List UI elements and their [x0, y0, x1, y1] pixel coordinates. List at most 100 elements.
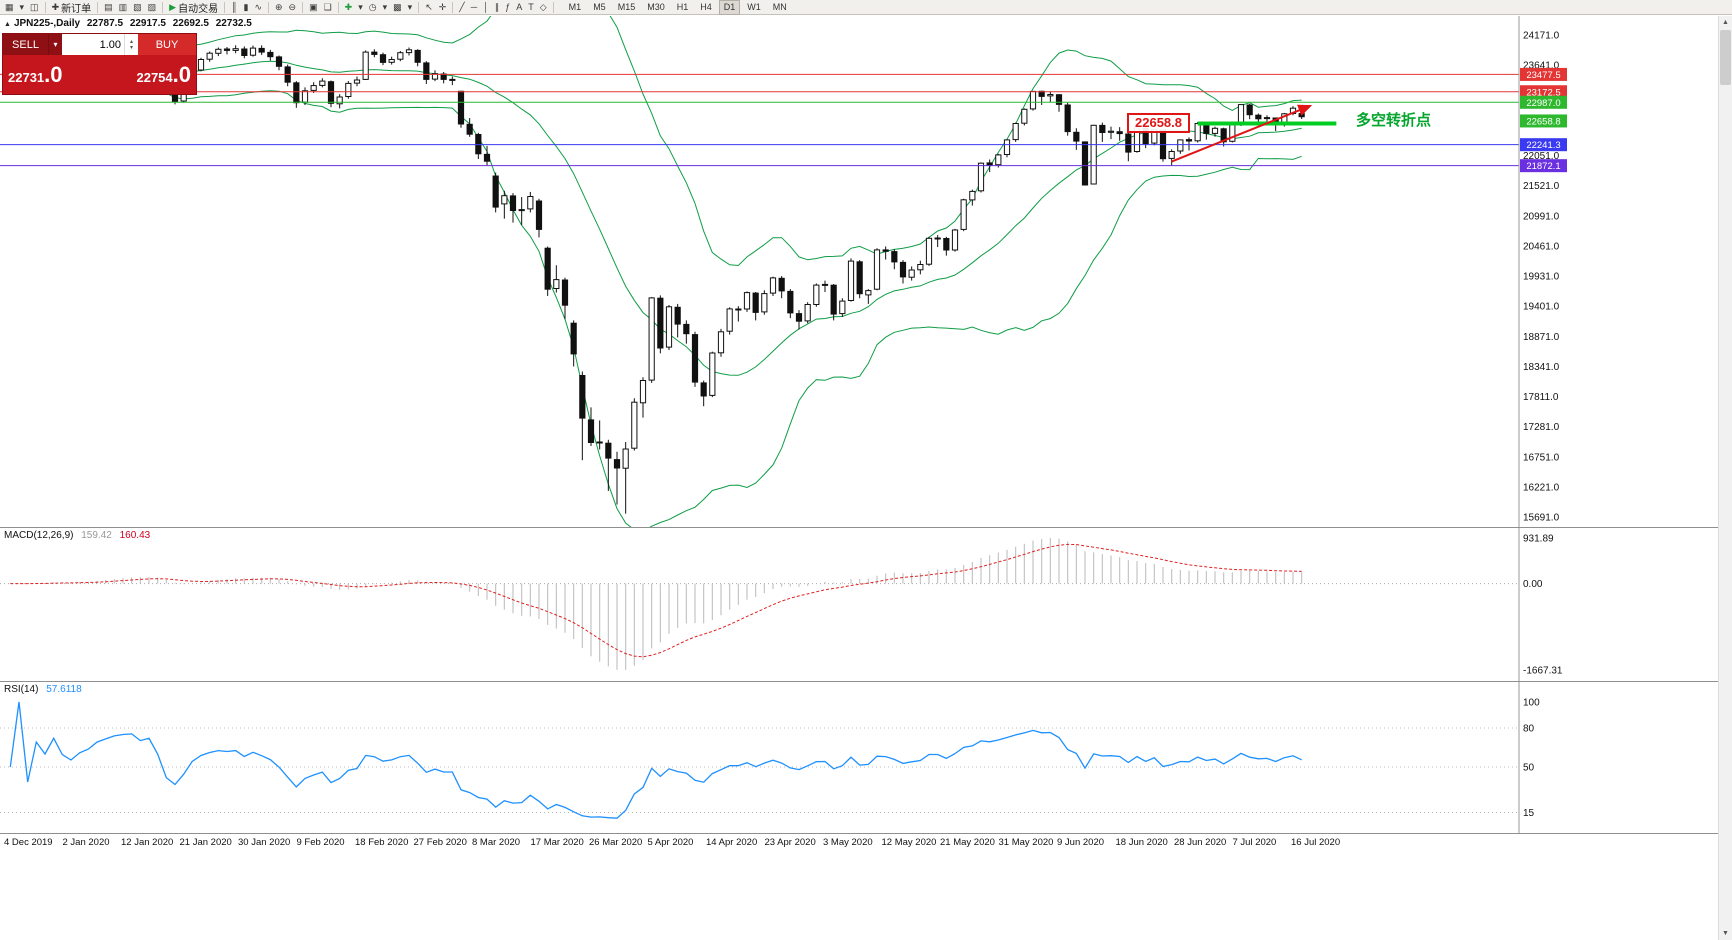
price-axis-label: 20991.0	[1523, 211, 1560, 222]
price-callout-box[interactable]: 22658.8	[1127, 113, 1190, 133]
sell-dropdown-icon[interactable]: ▾	[48, 34, 62, 55]
ohlc-high: 22917.5	[129, 18, 166, 29]
trendline-icon[interactable]: ╱	[457, 1, 466, 14]
auto-trading-button-glyph: ▶	[169, 1, 177, 12]
date-axis-label: 31 May 2020	[998, 837, 1054, 848]
vertical-line-icon[interactable]: │	[481, 1, 491, 14]
new-chart-icon[interactable]: ▦	[3, 1, 16, 14]
new-order-button-glyph: ✚	[51, 1, 60, 12]
timeframe-d1-button[interactable]: D1	[718, 0, 741, 15]
macd-value-main: 159.42	[81, 530, 112, 541]
trendline-icon-glyph: ╱	[459, 1, 465, 12]
chart-list-dropdown-icon[interactable]: ▾	[18, 1, 27, 14]
timeframe-w1-button[interactable]: W1	[747, 1, 761, 12]
price-axis-label: 18341.0	[1523, 362, 1560, 373]
volume-stepper[interactable]: ▴ ▾	[124, 34, 138, 55]
toolbar-buttons: ▦ ▾ ◫ ✚ 新订单 ▤ ▥ ▧ ▨ ▶ 自动交易 ║ ▮ ∿ ⊕ ⊖ ▣ ❏ ✚ ▾ ◷ ▾ ▩ ▾ ↖ ✛ ╱ ─ │ ∥ ƒ A T ◇	[2, 0, 557, 15]
price-axis-highlight	[1520, 67, 1567, 81]
vertical-line-icon-glyph: │	[483, 1, 489, 12]
timeframe-m15-button[interactable]: M15	[617, 1, 636, 12]
date-axis-label: 8 Mar 2020	[472, 837, 521, 848]
timeframe-m30-button[interactable]: M30	[647, 1, 665, 12]
sell-price[interactable]: 22731.0	[8, 62, 63, 88]
tile-windows-icon-glyph: ▣	[309, 1, 318, 12]
scrollbar[interactable]: ▲ ▼	[1718, 16, 1732, 940]
scrollbar-up-button[interactable]: ▲	[1722, 19, 1729, 26]
scrollbar-thumb[interactable]	[1720, 30, 1731, 85]
horizontal-line-icon[interactable]: ─	[469, 1, 479, 14]
date-axis-label: 30 Jan 2020	[238, 837, 291, 848]
price-axis-highlight	[1520, 114, 1567, 128]
shapes-icon[interactable]: ◇	[538, 1, 549, 14]
cursor-icon[interactable]: ↖	[423, 1, 435, 14]
volume-down-icon[interactable]: ▾	[129, 44, 133, 51]
sell-price-main: 22731	[8, 69, 45, 85]
templates-icon[interactable]: ▩	[391, 1, 404, 14]
templates-dropdown-icon[interactable]: ▾	[406, 1, 415, 14]
rsi-axis-label: 80	[1523, 724, 1535, 735]
timeframe-toolbar: M1 M5 M15 M30 H1 H4 D1 W1 MN	[563, 0, 793, 15]
data-window-icon[interactable]: ▥	[117, 1, 130, 14]
volume-up-icon[interactable]: ▴	[129, 38, 133, 45]
timeframe-m1-button[interactable]: M1	[568, 1, 582, 12]
text-label-icon[interactable]: T	[526, 1, 536, 14]
buy-button[interactable]: BUY	[138, 34, 196, 55]
profiles-icon[interactable]: ◫	[28, 1, 41, 14]
macd-header: MACD(12,26,9) 159.42 160.43	[4, 530, 150, 541]
auto-arrange-icon-glyph: ❏	[323, 1, 332, 12]
date-axis-label: 9 Feb 2020	[296, 837, 345, 848]
indicators-icon[interactable]: ✚	[343, 1, 355, 14]
timeframe-h4-button[interactable]: H4	[700, 1, 712, 12]
sell-button[interactable]: SELL	[3, 34, 48, 55]
market-watch-icon[interactable]: ▤	[102, 1, 115, 14]
buy-price[interactable]: 22754.0	[136, 62, 191, 88]
rsi-indicator-panel[interactable]: 100 80 50 15	[0, 682, 1732, 833]
periods-icon[interactable]: ◷	[367, 1, 379, 14]
panel-separator[interactable]	[0, 527, 1732, 528]
main-price-chart[interactable]: 24171.0 23641.0 22051.0 21521.0 20991.0 20461…	[0, 16, 1732, 527]
bar-chart-icon-glyph: ║	[231, 1, 238, 12]
crosshair-icon[interactable]: ✛	[437, 1, 449, 14]
zoom-out-icon[interactable]: ⊖	[287, 1, 299, 14]
price-axis-highlight-label: 22987.0	[1526, 98, 1560, 109]
toolbar-separator	[44, 1, 46, 13]
zoom-in-icon[interactable]: ⊕	[273, 1, 285, 14]
timeframe-h1-button[interactable]: H1	[676, 1, 689, 12]
scrollbar-down-button[interactable]: ▼	[1722, 930, 1729, 937]
periods-dropdown-icon[interactable]: ▾	[381, 1, 390, 14]
buy-price-main: 22754	[136, 69, 173, 85]
new-order-button[interactable]: ✚ 新订单	[50, 1, 94, 15]
line-chart-icon[interactable]: ∿	[252, 1, 264, 14]
timeframe-m5-button[interactable]: M5	[593, 1, 606, 12]
date-axis-label: 21 May 2020	[940, 837, 995, 848]
tile-windows-icon[interactable]: ▣	[307, 1, 320, 14]
timeframe-mn-button[interactable]: MN	[772, 1, 787, 12]
line-chart-icon-glyph: ∿	[254, 1, 262, 12]
panel-separator[interactable]	[0, 833, 1732, 834]
fibonacci-icon[interactable]: ƒ	[503, 1, 512, 14]
price-axis-label: 22051.0	[1523, 151, 1560, 162]
navigator-icon[interactable]: ▧	[131, 1, 144, 14]
date-axis-label: 16 Jul 2020	[1291, 837, 1341, 848]
price-axis-label: 18871.0	[1523, 332, 1560, 343]
price-axis-highlight-label: 23172.5	[1526, 87, 1560, 98]
equidistant-channel-icon[interactable]: ∥	[493, 1, 502, 14]
bar-chart-icon[interactable]: ║	[229, 1, 239, 14]
price-axis-label: 17811.0	[1523, 392, 1559, 403]
new-order-button-label: 新订单	[61, 3, 92, 15]
price-axis-highlight	[1520, 159, 1567, 173]
text-icon[interactable]: A	[514, 1, 524, 14]
auto-trading-button[interactable]: ▶ 自动交易	[167, 1, 220, 15]
indicators-dropdown-icon[interactable]: ▾	[356, 1, 365, 14]
macd-indicator-panel[interactable]: 931.89 0.00 -1667.31	[0, 528, 1732, 681]
market-watch-icon-glyph: ▤	[104, 1, 113, 12]
trend-arrow-line[interactable]	[1171, 104, 1313, 163]
terminal-icon[interactable]: ▨	[146, 1, 159, 14]
toolbar-separator	[224, 1, 226, 13]
candle-chart-icon[interactable]: ▮	[241, 1, 250, 14]
macd-label: MACD(12,26,9)	[4, 530, 74, 541]
auto-arrange-icon[interactable]: ❏	[322, 1, 334, 14]
panel-separator[interactable]	[0, 681, 1732, 682]
volume-input[interactable]	[62, 34, 124, 55]
rsi-axis-label: 50	[1523, 763, 1535, 774]
